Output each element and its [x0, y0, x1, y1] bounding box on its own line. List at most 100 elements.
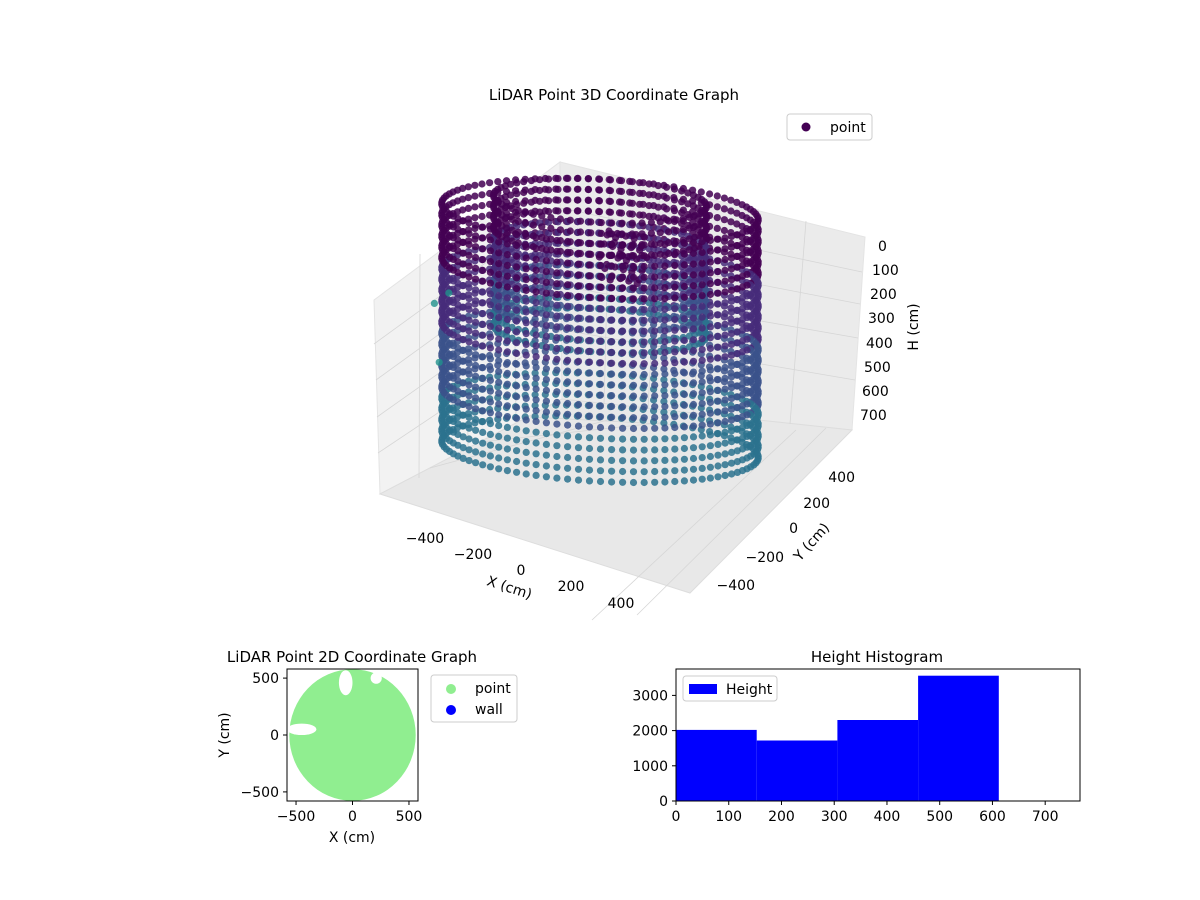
lidar-point: [542, 311, 551, 319]
lidar-point: [618, 230, 626, 238]
lidar-point: [587, 229, 595, 237]
lidar-point: [706, 247, 715, 255]
lidar-point: [574, 207, 582, 215]
lidar-point: [596, 456, 605, 464]
lidar-point: [486, 290, 494, 298]
lidar-point: [522, 448, 530, 456]
lidar-point: [651, 305, 659, 314]
lidar-point: [714, 300, 722, 308]
x-tick-label: 400: [608, 596, 635, 612]
lidar-point: [564, 464, 572, 472]
axes-3d: 0 100 200 300 400 500 600 700 H (cm) −40…: [406, 239, 922, 612]
lidar-point: [608, 446, 616, 454]
lidar-point: [532, 320, 540, 328]
lidar-point: [584, 196, 592, 204]
lidar-point: [495, 378, 503, 386]
lidar-point: [727, 218, 735, 226]
lidar-point: [478, 180, 486, 188]
lidar-point: [513, 382, 521, 390]
lidar-point: [661, 456, 669, 464]
lidar-point: [728, 373, 736, 381]
lidar-point: [721, 245, 729, 253]
lidar-point: [640, 295, 648, 303]
lidar-point: [564, 281, 572, 289]
lidar-point: [619, 295, 627, 303]
lidar-point: [495, 324, 503, 332]
lidar-point: [532, 363, 540, 371]
lidar-point: [514, 217, 523, 225]
legend-frame: [786, 113, 873, 141]
lidar-point: [651, 467, 659, 476]
lidar-point: [479, 396, 487, 404]
x-tick-label-hist: 200: [768, 809, 795, 825]
lidar-point: [651, 295, 659, 303]
lidar-point: [728, 427, 736, 435]
lidar-point: [542, 343, 551, 351]
lidar-point: [698, 432, 706, 440]
lidar-point: [479, 320, 487, 328]
lidar-point: [527, 187, 536, 195]
y-tick-label: 400: [828, 470, 855, 486]
lidar-point: [532, 385, 540, 393]
lidar-point: [721, 331, 729, 339]
lidar-point: [465, 370, 473, 378]
lidar-point: [522, 232, 530, 240]
lidar-point: [629, 468, 638, 476]
lidar-point: [564, 248, 572, 256]
lidar-point: [542, 430, 551, 438]
lidar-point: [596, 261, 605, 270]
lidar-point: [689, 303, 698, 311]
lidar-point: [680, 250, 689, 258]
lidar-point: [680, 401, 689, 409]
lidar-point: [574, 400, 583, 409]
lidar-point: [672, 216, 680, 224]
lidar-point: [619, 370, 627, 378]
lidar-point: [465, 457, 473, 465]
lidar-point: [645, 180, 653, 188]
lidar-point: [640, 403, 648, 411]
lidar-point: [564, 270, 572, 278]
x-tick-label-hist: 100: [715, 809, 742, 825]
lidar-point: [661, 240, 669, 248]
lidar-point: [495, 270, 503, 278]
lidar-point: [651, 338, 659, 346]
lidar-point: [640, 457, 648, 465]
lidar-point: [714, 473, 722, 481]
lidar-point: [542, 300, 551, 308]
lidar-point: [738, 456, 747, 464]
lidar-point: [629, 414, 638, 422]
legend-label-wall: wall: [475, 702, 503, 718]
lidar-point: [738, 305, 747, 313]
lidar-point: [527, 198, 536, 206]
lidar-point: [706, 431, 715, 439]
lidar-point: [513, 241, 521, 250]
lidar-point: [486, 463, 494, 471]
lidar-point: [596, 402, 605, 410]
lidar-point: [720, 205, 729, 213]
lidar-point: [564, 259, 572, 267]
x-tick-label-2d: 500: [396, 809, 423, 825]
lidar-point: [714, 419, 722, 427]
lidar-point: [678, 187, 686, 195]
lidar-point: [495, 335, 503, 343]
lidar-point: [587, 218, 595, 226]
lidar-point: [714, 235, 722, 243]
legend-marker-wall: [446, 705, 456, 715]
lidar-point: [629, 435, 638, 443]
chart-3d-title: LiDAR Point 3D Coordinate Graph: [489, 86, 739, 104]
lidar-point: [714, 332, 722, 340]
lidar-point-outlier: [430, 299, 438, 307]
lidar-point: [629, 295, 638, 303]
lidar-point: [608, 435, 616, 443]
lidar-point: [671, 380, 679, 388]
lidar-point: [738, 272, 747, 280]
lidar-point: [564, 291, 572, 300]
lidar-point: [698, 238, 706, 246]
lidar-point: [585, 358, 594, 366]
lidar-point: [596, 240, 605, 248]
lidar-point: [465, 230, 473, 238]
lidar-point: [574, 325, 583, 333]
lidar-point: [479, 234, 487, 242]
lidar-point: [636, 200, 644, 208]
lidar-point: [532, 428, 540, 436]
